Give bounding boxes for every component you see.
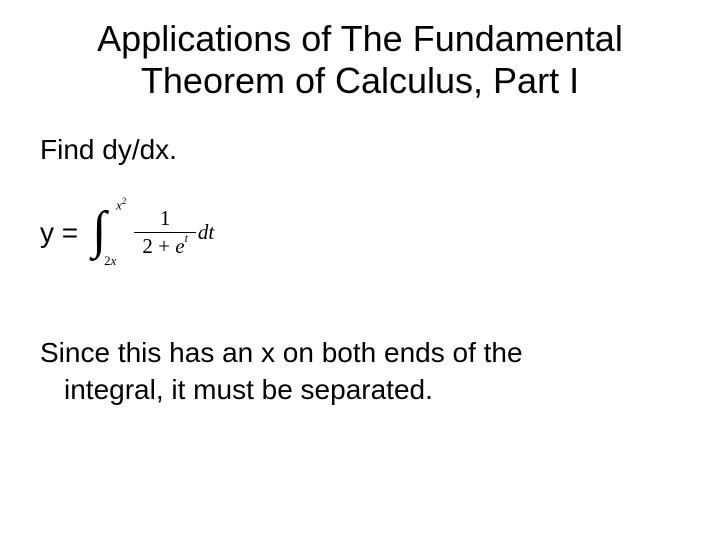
integrand-fraction: 1 2 + et	[134, 206, 196, 259]
equation-row: y = ∫ x2 2x 1 2 + et dt	[40, 203, 680, 263]
title-line-2: Theorem of Calculus, Part I	[141, 60, 579, 101]
lower-limit-var: x	[111, 253, 117, 268]
denom-left: 2 +	[142, 234, 175, 258]
y-equals-label: y =	[40, 217, 78, 249]
title-line-1: Applications of The Fundamental	[97, 18, 623, 59]
slide-title: Applications of The Fundamental Theorem …	[40, 18, 680, 103]
explanation-line-1: Since this has an x on both ends of the	[40, 335, 680, 372]
fraction-numerator: 1	[134, 206, 196, 232]
find-instruction: Find dy/dx.	[40, 131, 680, 169]
denom-e: e	[175, 234, 184, 258]
integral-upper-limit: x2	[116, 196, 126, 213]
integral-expression: ∫ x2 2x	[92, 203, 106, 263]
integral-lower-limit: 2x	[104, 253, 116, 269]
denom-exp: t	[185, 231, 188, 245]
upper-limit-exp: 2	[122, 196, 127, 206]
explanation-line-2: integral, it must be separated.	[40, 372, 680, 409]
differential-dt: dt	[198, 220, 214, 245]
explanation-text: Since this has an x on both ends of the …	[40, 335, 680, 409]
integral-sign-icon: ∫	[92, 205, 106, 257]
fraction-denominator: 2 + et	[134, 233, 196, 259]
slide-container: Applications of The Fundamental Theorem …	[0, 0, 720, 540]
